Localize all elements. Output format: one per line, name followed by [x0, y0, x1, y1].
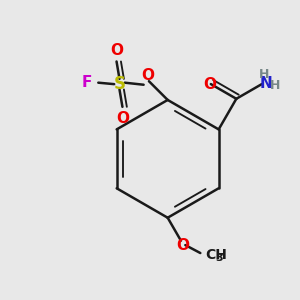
- Text: S: S: [113, 75, 125, 93]
- Text: H: H: [270, 79, 280, 92]
- Text: H: H: [259, 68, 269, 81]
- Text: O: O: [203, 76, 216, 92]
- Text: O: O: [141, 68, 154, 83]
- Text: 3: 3: [215, 253, 223, 263]
- Text: O: O: [110, 43, 123, 58]
- Text: N: N: [260, 76, 272, 91]
- Text: F: F: [82, 75, 92, 90]
- Text: O: O: [176, 238, 189, 253]
- Text: O: O: [116, 110, 129, 125]
- Text: CH: CH: [205, 248, 227, 262]
